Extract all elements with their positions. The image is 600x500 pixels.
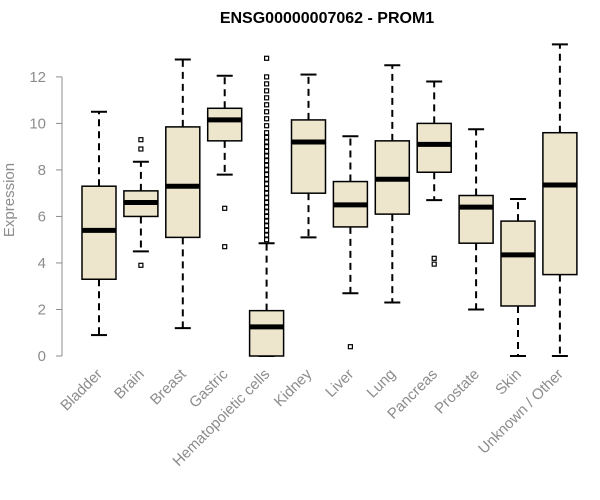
outlier-point [264, 95, 270, 101]
box-iqr [290, 119, 327, 194]
outlier-point [264, 167, 270, 173]
outlier-point [264, 74, 270, 80]
outlier-point [264, 81, 270, 87]
y-tick-label: 8 [38, 162, 46, 179]
box-kidney [290, 73, 327, 239]
outlier-point [264, 181, 270, 187]
box-gastric [206, 74, 243, 250]
outlier-point [264, 148, 270, 154]
box-iqr [542, 131, 578, 276]
outlier-point [264, 195, 270, 201]
x-tick-label: Breast [147, 365, 190, 408]
box-iqr [416, 122, 452, 174]
outlier-point [264, 199, 270, 206]
outlier-point [264, 139, 270, 145]
outlier-point [264, 223, 270, 229]
outlier-point [264, 130, 270, 136]
box-iqr [248, 309, 285, 357]
y-axis-ticks: 0 2 4 6 8 10 12 [29, 69, 62, 365]
box-breast [165, 58, 201, 330]
outlier-point [347, 344, 353, 350]
x-tick-label: Skin [492, 366, 525, 399]
outlier-point [264, 213, 270, 220]
outlier-point [264, 176, 270, 182]
outlier-point [264, 153, 270, 159]
outlier-point [264, 171, 270, 178]
y-tick-label: 2 [38, 301, 46, 318]
outlier-point [264, 162, 270, 168]
y-tick-label: 6 [38, 208, 46, 225]
box-iqr [458, 194, 494, 244]
y-tick-label: 10 [29, 115, 46, 132]
outlier-point [264, 123, 270, 129]
box-skin [500, 198, 536, 357]
box-group [81, 43, 578, 357]
outlier-point [264, 88, 270, 94]
y-tick-label: 0 [38, 348, 46, 365]
outlier-point [264, 134, 270, 140]
outlier-point [264, 209, 270, 215]
chart-title: ENSG00000007062 - PROM1 [220, 10, 434, 27]
outlier-point [431, 255, 437, 261]
box-bladder [81, 110, 117, 337]
y-tick-label: 12 [29, 69, 46, 86]
box-unknown-other [542, 43, 578, 357]
outlier-point [264, 109, 270, 115]
box-prostate [458, 128, 494, 311]
outlier-point [264, 190, 270, 196]
outlier-point [264, 158, 270, 164]
x-tick-label: Liver [322, 366, 357, 401]
x-tick-label: Kidney [271, 365, 316, 410]
outlier-point [222, 205, 228, 211]
outlier-point [264, 237, 270, 243]
outlier-point [264, 55, 270, 61]
outlier-point [264, 116, 270, 122]
outlier-point [138, 146, 144, 152]
x-tick-label: Brain [111, 366, 148, 403]
y-axis-label: Expression [1, 163, 18, 237]
box-pancreas [416, 80, 452, 267]
outlier-point [264, 232, 270, 238]
box-iqr [165, 126, 201, 239]
box-hematopoietic-cells [248, 55, 285, 357]
box-lung [374, 64, 411, 304]
box-iqr [500, 220, 536, 307]
outlier-point [222, 244, 228, 250]
outlier-point [264, 144, 270, 150]
outlier-point [264, 102, 270, 108]
outlier-point [431, 261, 437, 267]
outlier-point [138, 137, 144, 143]
x-tick-label: Lung [364, 366, 400, 402]
outlier-point [264, 227, 270, 233]
outlier-point [264, 218, 270, 224]
x-tick-label: Prostate [431, 366, 483, 418]
outlier-point [138, 262, 144, 268]
box-iqr [206, 107, 243, 142]
outlier-point [264, 185, 270, 192]
box-liver [332, 135, 369, 350]
x-tick-label: Bladder [57, 366, 106, 415]
outlier-point [264, 204, 270, 210]
box-brain [123, 137, 159, 268]
y-tick-label: 4 [38, 255, 46, 272]
